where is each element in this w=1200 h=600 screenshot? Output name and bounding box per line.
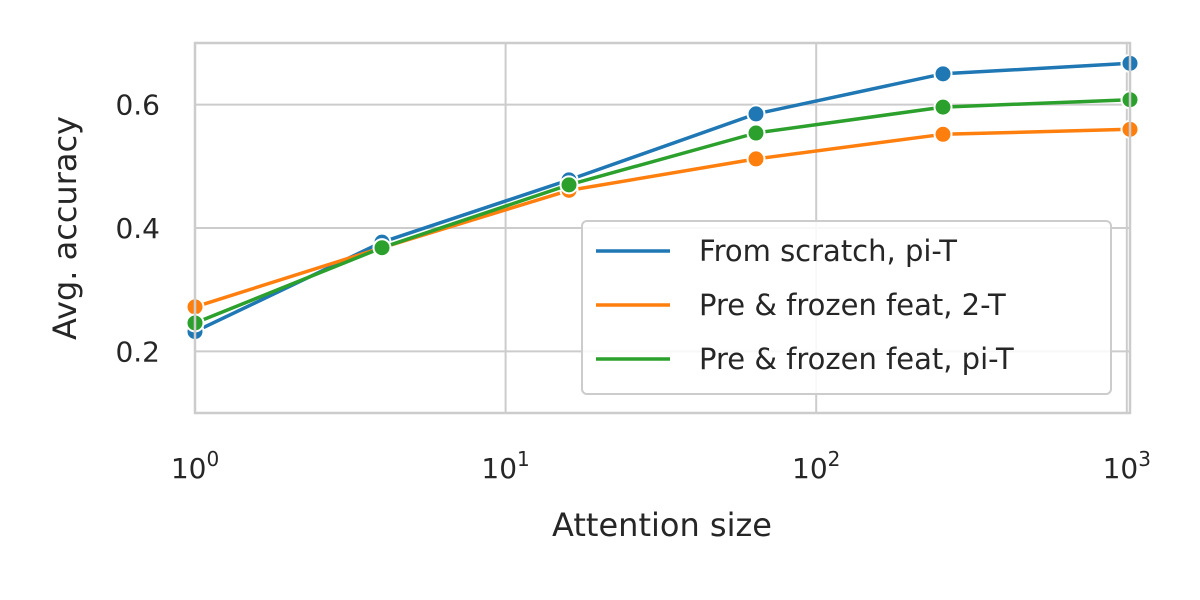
data-point	[372, 238, 392, 258]
series-line	[193, 97, 1132, 325]
tick-labels: 0.2 0.4 0.6 100 101 102 103	[115, 89, 1151, 485]
x-tick-label: 103	[1103, 447, 1151, 485]
legend-label: Pre & frozen feat, 2-T	[699, 288, 1006, 322]
y-tick-label: 0.4	[115, 212, 160, 245]
x-tick-label: 100	[171, 447, 219, 485]
legend-label: Pre & frozen feat, pi-T	[699, 342, 1014, 376]
y-tick-label: 0.2	[115, 335, 160, 368]
legend: From scratch, pi-T Pre & frozen feat, 2-T…	[581, 220, 1112, 395]
x-tick-label: 102	[792, 447, 840, 485]
data-point	[559, 175, 579, 195]
plot-frame	[193, 41, 1132, 415]
x-axis-label: Attention size	[552, 506, 772, 544]
x-tick-label: 101	[481, 447, 529, 485]
data-point	[746, 149, 766, 169]
legend-box	[581, 220, 1112, 395]
series-line	[193, 127, 1132, 309]
data-point	[746, 104, 766, 124]
data-point	[933, 124, 953, 144]
data-point	[933, 97, 953, 117]
y-tick-label: 0.6	[115, 89, 160, 122]
data-point	[933, 64, 953, 84]
data-point	[746, 123, 766, 143]
y-axis-label: Avg. accuracy	[46, 116, 84, 340]
legend-label: From scratch, pi-T	[699, 234, 957, 268]
